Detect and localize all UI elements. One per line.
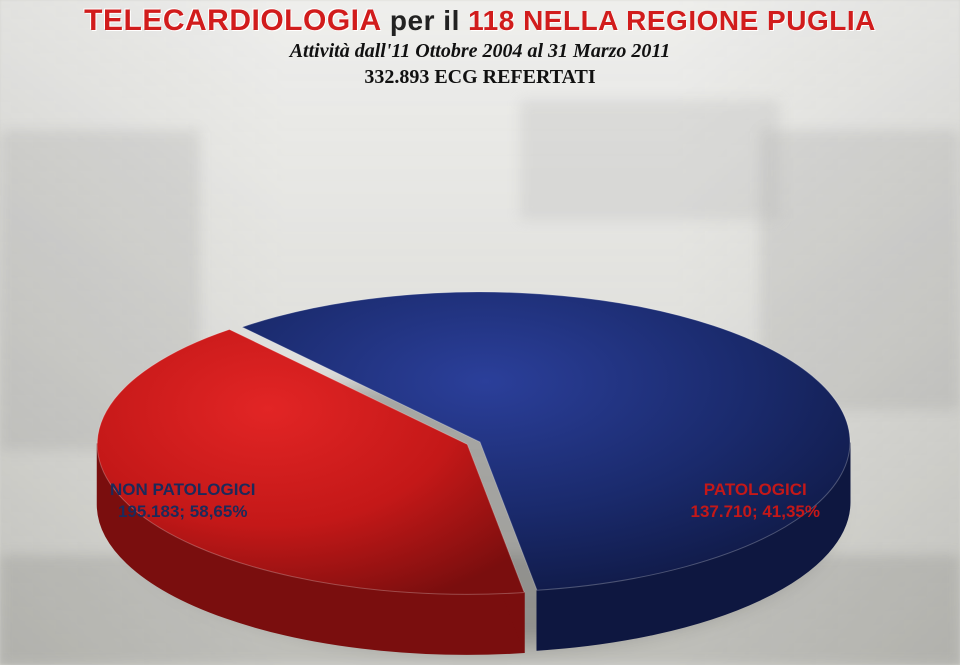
slice-label-stat: 195.183; 58,65% (110, 502, 255, 522)
slice-label-title: PATOLOGICI (704, 480, 807, 499)
slice-label-non-patologici: NON PATOLOGICI 195.183; 58,65% (110, 480, 255, 522)
subtitle-total: 332.893 ECG REFERTATI (0, 66, 960, 89)
title-part-2: per il (382, 5, 468, 36)
slice-label-title: NON PATOLOGICI (110, 480, 255, 499)
slice-label-patologici: PATOLOGICI 137.710; 41,35% (691, 480, 821, 522)
bg-decoration (520, 100, 780, 220)
pie-chart (70, 282, 890, 665)
slice-label-stat: 137.710; 41,35% (691, 502, 821, 522)
title-part-3: 118 NELLA REGIONE PUGLIA (468, 5, 876, 36)
title-part-1: TELECARDIOLOGIA (84, 4, 382, 37)
pie-svg (70, 282, 890, 665)
subtitle-date-range: Attività dall'11 Ottobre 2004 al 31 Marz… (0, 40, 960, 63)
page-title: TELECARDIOLOGIA per il 118 NELLA REGIONE… (0, 4, 960, 38)
